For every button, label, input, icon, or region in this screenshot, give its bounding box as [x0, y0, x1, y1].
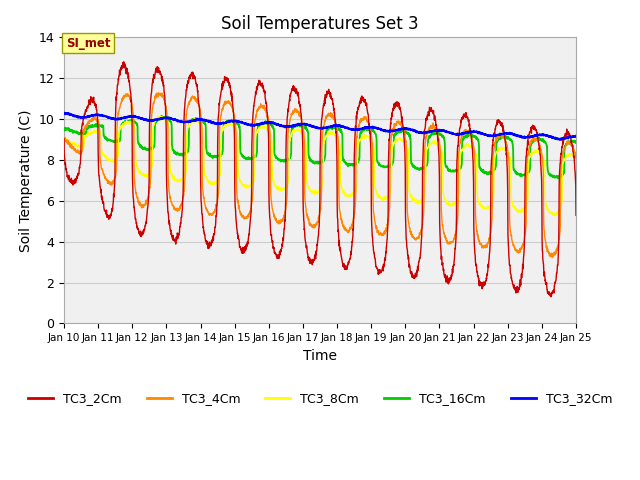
X-axis label: Time: Time	[303, 348, 337, 363]
Text: SI_met: SI_met	[66, 36, 110, 49]
Title: Soil Temperatures Set 3: Soil Temperatures Set 3	[221, 15, 419, 33]
Legend: TC3_2Cm, TC3_4Cm, TC3_8Cm, TC3_16Cm, TC3_32Cm: TC3_2Cm, TC3_4Cm, TC3_8Cm, TC3_16Cm, TC3…	[23, 387, 617, 410]
Y-axis label: Soil Temperature (C): Soil Temperature (C)	[19, 109, 33, 252]
